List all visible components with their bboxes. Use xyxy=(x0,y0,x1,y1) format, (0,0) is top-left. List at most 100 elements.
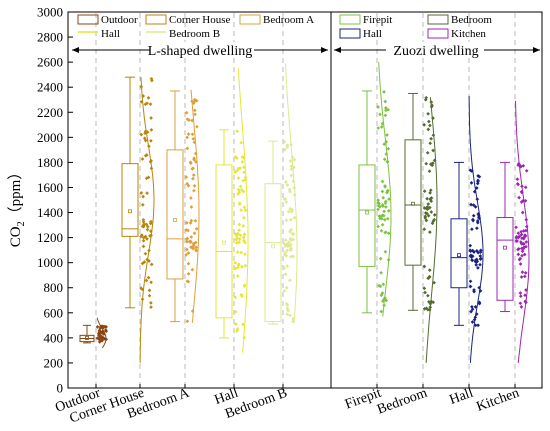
series-8 xyxy=(496,100,530,363)
data-point xyxy=(382,217,387,222)
data-point xyxy=(383,113,388,118)
data-point xyxy=(468,243,473,248)
data-point xyxy=(149,301,153,305)
data-point xyxy=(104,329,109,334)
data-point xyxy=(378,112,382,117)
y-axis: 0 200 400 600 800 1000 1200 1400 1600 1800 2000 220… xyxy=(37,5,73,396)
density-curve xyxy=(425,97,438,363)
mean-marker xyxy=(128,209,132,214)
data-point xyxy=(188,239,193,244)
data-point xyxy=(241,189,246,194)
data-point xyxy=(523,299,528,304)
data-point xyxy=(469,309,473,314)
data-point xyxy=(235,250,240,254)
data-point xyxy=(237,202,242,206)
data-point xyxy=(426,127,431,132)
mean-marker xyxy=(503,245,507,250)
data-point xyxy=(284,200,289,204)
data-point xyxy=(471,218,475,223)
data-point xyxy=(431,219,436,223)
data-point xyxy=(143,251,148,256)
data-point xyxy=(149,116,153,120)
data-point xyxy=(473,305,478,309)
y-tick-label: 0 xyxy=(57,381,64,396)
svg-text:Corner House: Corner House xyxy=(169,14,231,26)
group-label-l: L-shaped dwelling xyxy=(148,44,253,59)
data-point xyxy=(475,220,480,225)
data-point xyxy=(289,243,293,247)
data-point xyxy=(188,160,193,165)
data-point xyxy=(285,264,290,268)
data-point xyxy=(524,168,529,173)
y-tick-label: 2400 xyxy=(37,80,63,95)
data-point xyxy=(193,112,197,117)
data-point xyxy=(189,218,194,223)
data-point xyxy=(141,194,145,199)
series-5 xyxy=(358,62,392,317)
data-point xyxy=(386,107,390,112)
data-point xyxy=(288,313,293,318)
data-point xyxy=(194,248,198,253)
data-point xyxy=(190,267,195,272)
plot-frame xyxy=(67,11,543,389)
data-point xyxy=(235,327,240,331)
data-point xyxy=(376,224,380,229)
data-point xyxy=(234,156,239,160)
data-point xyxy=(288,159,293,163)
data-point xyxy=(382,142,387,147)
data-point xyxy=(191,166,195,171)
y-tick-label: 1200 xyxy=(37,230,63,245)
data-point xyxy=(242,155,246,160)
data-point xyxy=(518,294,523,299)
data-point xyxy=(431,300,436,305)
data-point xyxy=(285,183,290,187)
data-point xyxy=(141,217,146,222)
mean-marker xyxy=(365,210,369,215)
data-point xyxy=(377,201,381,206)
data-point xyxy=(377,214,382,218)
data-point xyxy=(431,133,436,138)
y-tick-label: 1000 xyxy=(37,255,63,270)
data-point xyxy=(381,299,385,304)
data-point xyxy=(236,176,241,180)
data-point xyxy=(477,174,482,179)
data-point xyxy=(242,205,247,210)
data-point xyxy=(149,128,154,132)
data-point xyxy=(236,192,240,196)
data-point xyxy=(139,286,143,291)
data-point xyxy=(520,253,524,258)
svg-text:Outdoor: Outdoor xyxy=(101,14,138,26)
data-point xyxy=(385,216,390,221)
data-point xyxy=(145,224,150,229)
data-point xyxy=(473,323,478,328)
data-point xyxy=(384,152,389,156)
data-point xyxy=(426,213,431,218)
series-4 xyxy=(264,63,298,325)
data-point xyxy=(381,282,386,287)
data-point xyxy=(379,125,384,129)
data-point xyxy=(385,189,390,194)
data-point xyxy=(477,300,482,305)
data-point xyxy=(470,320,475,324)
data-point xyxy=(145,237,149,241)
data-point xyxy=(98,330,103,335)
data-point xyxy=(292,215,297,220)
data-point xyxy=(383,184,387,188)
data-point xyxy=(476,266,480,270)
density-curve xyxy=(237,68,249,353)
density-curve xyxy=(190,89,200,323)
data-point xyxy=(292,165,296,170)
data-point xyxy=(282,197,287,202)
y-tick-label: 200 xyxy=(44,355,64,370)
data-point xyxy=(285,143,290,148)
data-point xyxy=(289,173,294,178)
data-point xyxy=(516,252,521,257)
data-point xyxy=(380,222,385,227)
data-point xyxy=(141,220,146,224)
svg-text:Bedroom B: Bedroom B xyxy=(169,28,220,40)
data-point xyxy=(242,170,246,175)
density-curve xyxy=(515,100,530,363)
data-point xyxy=(104,325,108,329)
data-point xyxy=(236,262,241,267)
